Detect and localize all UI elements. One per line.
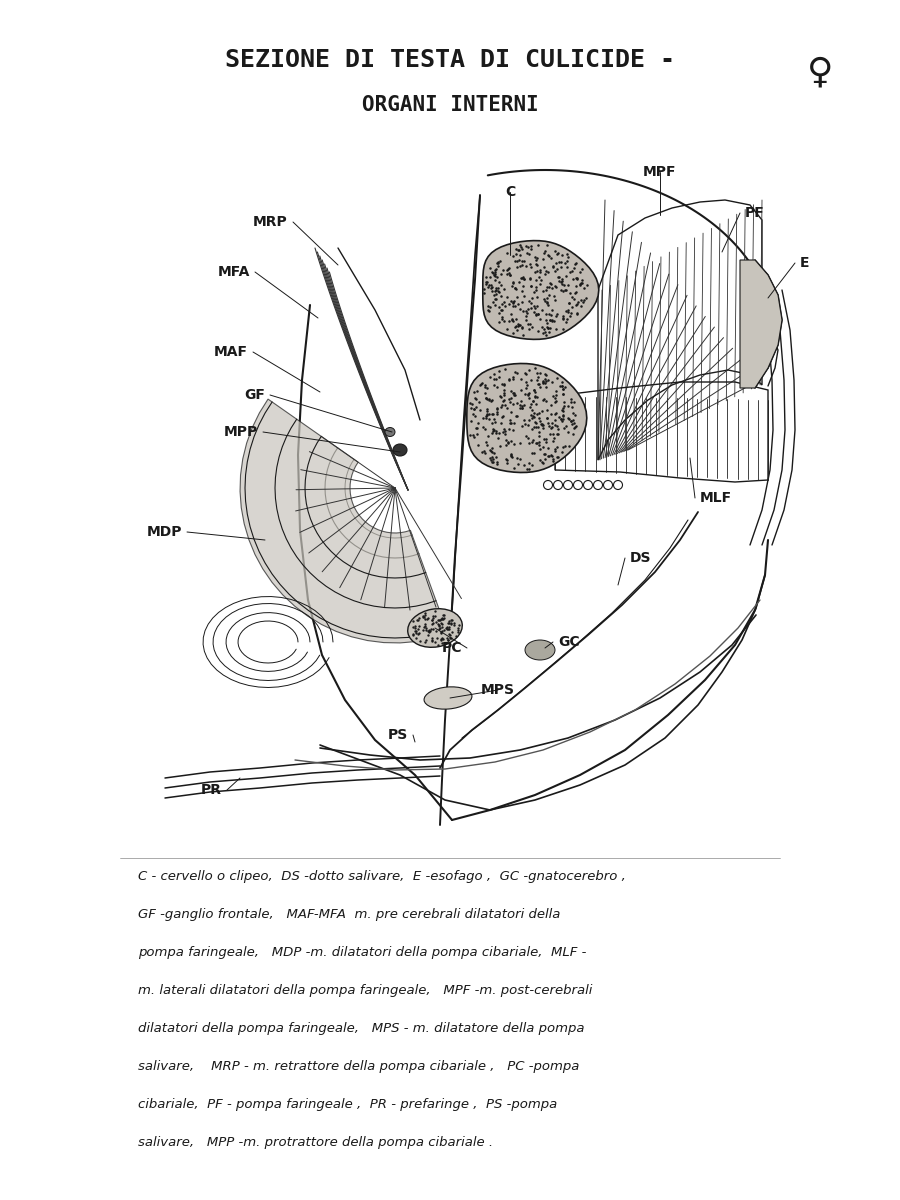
Text: cibariale,  PF - pompa faringeale ,  PR - prefaringe ,  PS -pompa: cibariale, PF - pompa faringeale , PR - … (138, 1098, 557, 1111)
Text: GF: GF (244, 388, 265, 402)
Text: MLF: MLF (700, 491, 732, 505)
Text: m. laterali dilatatori della pompa faringeale,   MPF -m. post-cerebrali: m. laterali dilatatori della pompa farin… (138, 984, 592, 997)
Text: C: C (505, 185, 515, 199)
Ellipse shape (424, 686, 472, 709)
Ellipse shape (525, 640, 555, 660)
Text: MPP: MPP (224, 425, 258, 439)
Text: PS: PS (388, 728, 408, 742)
Text: MRP: MRP (253, 215, 288, 229)
Text: ♀: ♀ (806, 55, 833, 89)
Text: PF: PF (745, 206, 765, 220)
Text: DS: DS (630, 551, 652, 565)
Ellipse shape (614, 480, 623, 490)
Text: MFA: MFA (218, 265, 250, 278)
Text: PC: PC (442, 641, 462, 655)
Text: C - cervello o clipeo,  DS -dotto salivare,  E -esofago ,  GC -gnatocerebro ,: C - cervello o clipeo, DS -dotto salivar… (138, 870, 626, 883)
Text: E: E (800, 256, 809, 270)
Text: dilatatori della pompa faringeale,   MPS - m. dilatatore della pompa: dilatatori della pompa faringeale, MPS -… (138, 1022, 584, 1034)
Text: pompa faringeale,   MDP -m. dilatatori della pompa cibariale,  MLF -: pompa faringeale, MDP -m. dilatatori del… (138, 946, 587, 959)
Ellipse shape (408, 608, 463, 647)
Text: MAF: MAF (214, 346, 248, 359)
Ellipse shape (573, 480, 582, 490)
Ellipse shape (563, 480, 572, 490)
Ellipse shape (385, 427, 395, 437)
Text: salivare,   MPP -m. protrattore della pompa cibariale .: salivare, MPP -m. protrattore della pomp… (138, 1136, 493, 1150)
Ellipse shape (593, 480, 602, 490)
Text: salivare,    MRP - m. retrattore della pompa cibariale ,   PC -pompa: salivare, MRP - m. retrattore della pomp… (138, 1060, 580, 1073)
Text: GC: GC (558, 635, 580, 649)
Polygon shape (240, 400, 448, 643)
Ellipse shape (393, 444, 407, 456)
Polygon shape (467, 364, 587, 473)
Text: GF -ganglio frontale,   MAF-MFA  m. pre cerebrali dilatatori della: GF -ganglio frontale, MAF-MFA m. pre cer… (138, 908, 561, 922)
Text: ORGANI INTERNI: ORGANI INTERNI (362, 95, 538, 115)
Text: MPF: MPF (644, 164, 677, 179)
Polygon shape (482, 241, 598, 340)
Ellipse shape (544, 480, 553, 490)
Polygon shape (740, 260, 782, 388)
Ellipse shape (554, 480, 562, 490)
Text: SEZIONE DI TESTA DI CULICIDE -: SEZIONE DI TESTA DI CULICIDE - (225, 48, 675, 72)
Ellipse shape (583, 480, 592, 490)
Ellipse shape (604, 480, 613, 490)
Text: PR: PR (201, 782, 222, 797)
Text: MDP: MDP (147, 526, 182, 539)
Text: MPS: MPS (481, 683, 515, 697)
